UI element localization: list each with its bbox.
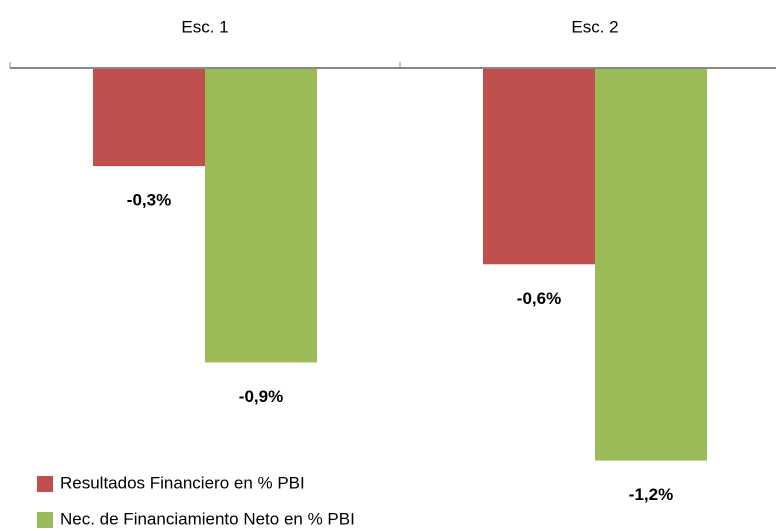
bar xyxy=(93,68,205,167)
bar xyxy=(205,68,317,363)
x-tick-label: Esc. 1 xyxy=(181,17,228,36)
data-label: -0,6% xyxy=(517,289,561,308)
data-label: -0,9% xyxy=(239,387,283,406)
legend-label: Resultados Financiero en % PBI xyxy=(60,473,305,492)
bar xyxy=(595,68,707,461)
legend-swatch xyxy=(37,512,53,528)
x-tick-label: Esc. 2 xyxy=(571,17,618,36)
legend-label: Nec. de Financiamiento Neto en % PBI xyxy=(60,509,355,528)
data-label: -1,2% xyxy=(629,485,673,504)
data-label: -0,3% xyxy=(127,191,171,210)
bar xyxy=(483,68,595,265)
legend-swatch xyxy=(37,476,53,492)
